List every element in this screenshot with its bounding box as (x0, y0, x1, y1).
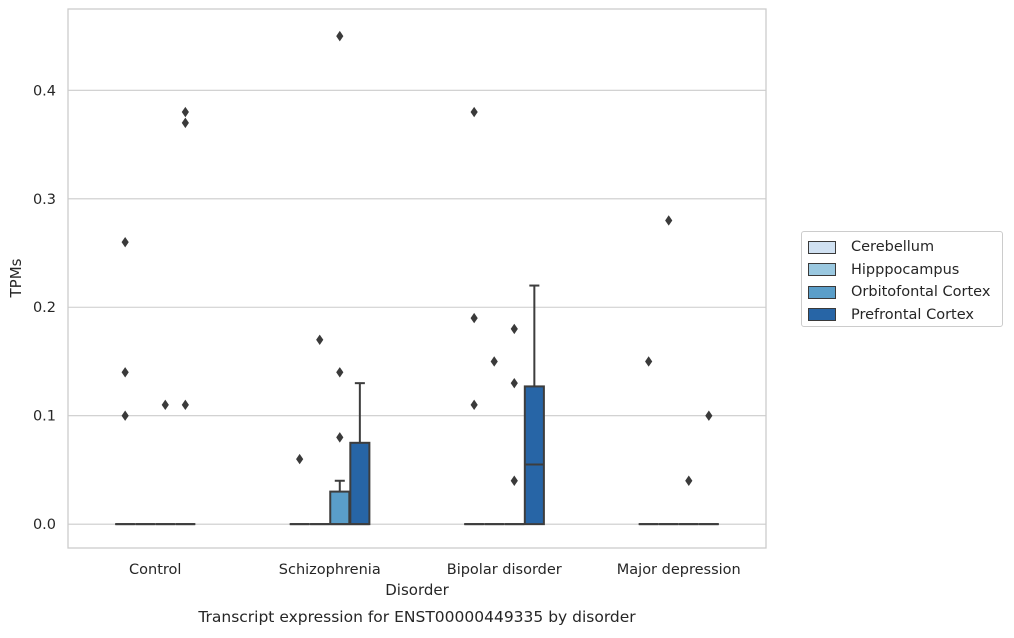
box-cerebellum-major-depression-outlier-0 (645, 356, 653, 367)
legend-swatch-hippocampus (808, 263, 836, 277)
legend-item-prefrontal: Prefrontal Cortex (808, 304, 1002, 327)
box-orbitofontal-cortex-schizophrenia-outlier-1 (336, 367, 344, 378)
box-orbitofontal-cortex-bipolar-disorder-outlier-0 (510, 323, 518, 335)
box-prefrontal-cortex-control-outlier-2 (181, 399, 189, 411)
y-tick-labels: 0.0 0.1 0.2 0.3 0.4 (33, 83, 56, 533)
chart-caption: Transcript expression for ENST0000044933… (197, 608, 636, 626)
legend-label-orbitofrontal: Orbitofontal Cortex (851, 284, 991, 301)
legend-item-hippocampus: Hipppocampus (808, 259, 1002, 282)
box-orbitofontal-cortex-schizophrenia-outlier-2 (336, 432, 344, 443)
box-cerebellum-bipolar-disorder-outlier-2 (470, 399, 478, 411)
box-marks (115, 284, 719, 526)
box-cerebellum-control-outlier-2 (121, 410, 129, 421)
box-prefrontal-cortex-control-outlier-1 (181, 117, 189, 129)
box-prefrontal-cortex-major-depression-outlier-0 (705, 410, 713, 421)
legend-item-orbitofrontal: Orbitofontal Cortex (808, 281, 1002, 304)
legend-swatch-prefrontal (808, 308, 836, 322)
legend-swatch-cerebellum (808, 240, 836, 254)
legend-label-prefrontal: Prefrontal Cortex (851, 306, 974, 323)
box-cerebellum-control-outlier-0 (121, 236, 129, 248)
x-tick-label-schizophrenia: Schizophrenia (279, 562, 381, 578)
box-orbitofontal-cortex-schizophrenia-outlier-0 (336, 30, 344, 42)
box-orbitofontal-cortex-control-outlier-0 (161, 399, 169, 411)
y-tick-label-0: 0.0 (33, 517, 56, 533)
x-tick-labels: Control Schizophrenia Bipolar disorder Majo… (129, 562, 741, 578)
box-orbitofontal-cortex-major-depression-outlier-0 (685, 475, 693, 486)
legend: Cerebellum Hipppocampus Orbitofontal Cor… (801, 231, 1003, 327)
y-tick-label-2: 0.2 (33, 300, 56, 316)
grid-lines (68, 89, 766, 525)
outlier-marks (121, 30, 713, 486)
box-orbitofontal-cortex-bipolar-disorder-outlier-2 (510, 475, 518, 486)
box-cerebellum-bipolar-disorder-outlier-1 (470, 312, 478, 324)
box-prefrontal-cortex-control-outlier-0 (181, 106, 189, 118)
box-cerebellum-bipolar-disorder-outlier-0 (470, 106, 478, 118)
box-prefrontal-cortex-schizophrenia (349, 441, 371, 526)
box-hipppocampus-bipolar-disorder-outlier-0 (490, 356, 498, 367)
box-orbitofontal-cortex-bipolar-disorder-outlier-1 (510, 377, 518, 389)
legend-swatch-orbitofrontal (808, 285, 836, 299)
legend-label-cerebellum: Cerebellum (851, 239, 935, 256)
box-cerebellum-control-outlier-1 (121, 367, 129, 378)
box-orbitofontal-cortex-schizophrenia (329, 490, 351, 526)
y-tick-label-4: 0.4 (33, 83, 56, 99)
y-axis-label: TPMs (7, 258, 25, 298)
box-hipppocampus-major-depression-outlier-0 (665, 215, 673, 226)
y-tick-label-1: 0.1 (33, 409, 56, 425)
x-tick-label-major-depression: Major depression (617, 562, 741, 578)
x-axis-label: Disorder (385, 581, 449, 599)
y-tick-label-3: 0.3 (33, 192, 56, 208)
legend-label-hippocampus: Hipppocampus (851, 261, 960, 278)
x-tick-label-bipolar-disorder: Bipolar disorder (447, 562, 562, 578)
box-hipppocampus-schizophrenia-outlier-0 (316, 334, 324, 345)
box-cerebellum-schizophrenia-outlier-0 (296, 453, 304, 465)
box-prefrontal-cortex-bipolar-disorder (523, 385, 545, 526)
legend-item-cerebellum: Cerebellum (808, 236, 1002, 259)
plot-frame (67, 8, 767, 549)
x-tick-label-control: Control (129, 562, 181, 578)
